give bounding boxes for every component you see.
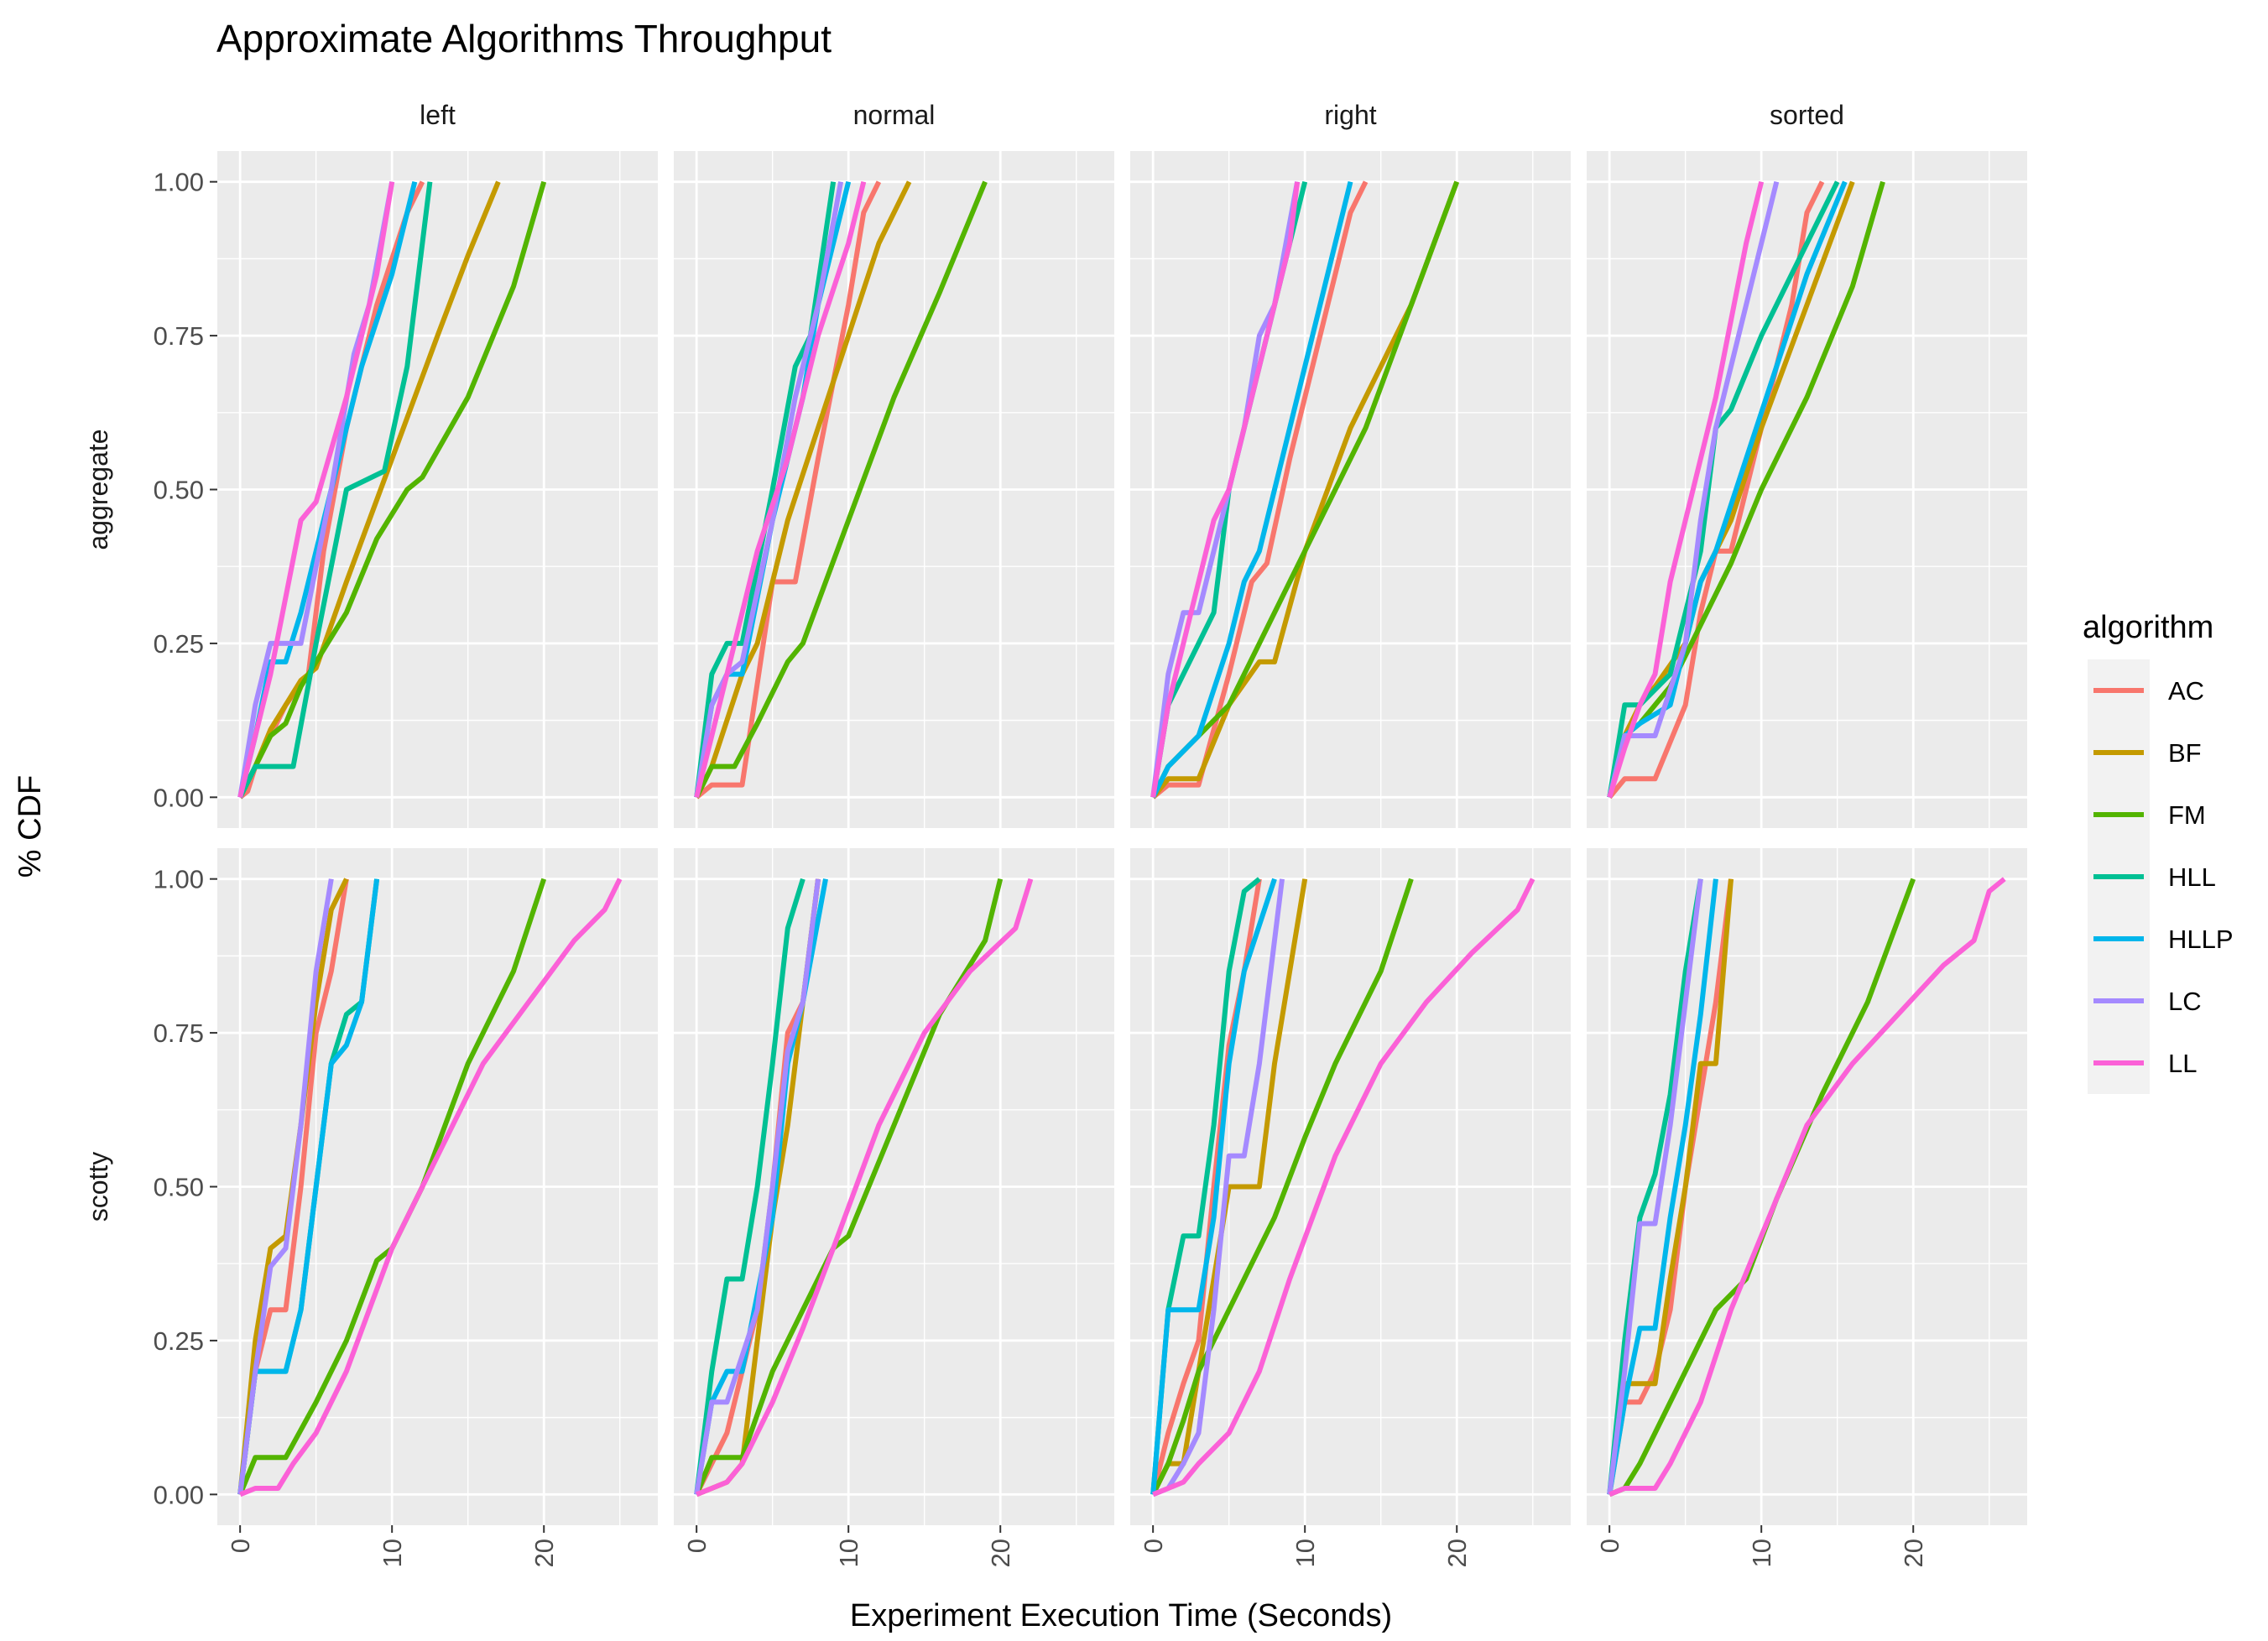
series-line-LL [1150,181,1301,798]
panel-scotty-right [1130,848,1571,1525]
strip-label-normal: normal [853,100,936,130]
series-line-BF [1150,180,1460,800]
series-line-LC [694,878,821,1495]
legend-items: AC BF FM HLL HLLP LC LL [2088,659,2234,1094]
facet-strips: left normal right sorted aggregate scotty [83,100,1844,1222]
panel-aggregate-left [217,151,658,828]
series-line-LL [237,181,395,799]
legend-label: AC [2168,676,2204,706]
series-line-HLLP [237,878,380,1495]
panel-scotty-left [217,848,658,1525]
legend-item-BF: BF [2088,722,2202,784]
y-axis-title: % CDF [13,775,48,878]
series-line-FM [1150,878,1414,1496]
strip-label-right: right [1324,100,1376,130]
row-label-aggregate: aggregate [83,429,113,550]
y-tick-label: 0.75 [154,1018,204,1048]
legend-item-LL: LL [2088,1032,2197,1094]
y-tick-label: 1.00 [154,168,204,197]
panel-aggregate-right [1130,151,1571,828]
y-axis-ticks: 0.00 0.25 0.50 0.75 1.00 0.00 0.25 0.50 0.75 1.00 [154,168,217,1509]
legend-item-HLLP: HLLP [2088,908,2234,970]
y-tick-label: 0.25 [154,629,204,659]
legend-item-HLL: HLL [2088,846,2216,908]
x-tick-label: 20 [986,1539,1015,1567]
series-line-LL [1152,878,1535,1498]
legend-label: FM [2168,800,2206,830]
x-tick-label: 10 [834,1539,863,1567]
x-tick-label: 10 [378,1539,407,1567]
series-line-LL [239,878,623,1498]
y-tick-label: 0.75 [154,321,204,351]
series-line-HLL [694,878,806,1495]
strip-label-sorted: sorted [1770,100,1844,130]
series-line-FM [237,180,547,799]
x-tick-label: 10 [1747,1539,1776,1567]
series-line-LL [1608,877,2006,1498]
series-line-HLLP [1150,878,1277,1495]
series-line-LC [237,878,334,1495]
facet-panels [217,151,2027,1525]
x-axis-ticks: 0 10 20 0 10 20 0 10 20 0 10 20 [226,1525,1928,1567]
series-line-AC [1151,180,1369,800]
x-tick-label: 0 [682,1539,712,1553]
series-line-LL [696,878,1034,1498]
series-line-LC [694,181,844,798]
series-line-AC [1607,878,1734,1495]
series-line-HLL [1150,877,1261,1495]
panel-scotty-normal [674,848,1114,1525]
series-line-BF [1150,878,1308,1496]
legend-label: HLLP [2168,925,2234,954]
x-axis-title: Experiment Execution Time (Seconds) [850,1598,1392,1633]
y-tick-label: 0.25 [154,1326,204,1356]
y-tick-label: 0.00 [154,1480,204,1509]
series-line-AC [695,180,882,800]
legend: algorithm AC BF FM HLL HLLP LC LL [2083,610,2234,1094]
legend-item-AC: AC [2088,659,2204,722]
series-line-LL [1607,180,1765,799]
x-tick-label: 20 [1442,1539,1472,1567]
legend-label: LL [2168,1049,2197,1078]
y-tick-label: 0.00 [154,783,204,812]
panel-scotty-sorted [1587,848,2027,1525]
legend-label: HLL [2168,862,2216,892]
series-line-FM [1608,878,1916,1498]
x-tick-label: 0 [1595,1539,1624,1553]
y-tick-label: 1.00 [154,865,204,894]
x-tick-label: 0 [226,1539,255,1553]
series-line-FM [237,878,547,1496]
series-line-HLL [237,181,433,799]
series-line-LL [694,180,867,799]
y-tick-label: 0.50 [154,1173,204,1202]
x-tick-label: 20 [1899,1539,1928,1567]
legend-label: LC [2168,987,2202,1016]
series-line-FM [694,180,988,799]
x-tick-label: 20 [529,1539,559,1567]
series-line-HLLP [1150,180,1353,799]
legend-title: algorithm [2083,610,2213,645]
legend-item-LC: LC [2088,970,2202,1032]
panel-aggregate-normal [674,151,1114,828]
series-line-HLLP [1607,878,1718,1495]
legend-item-FM: FM [2088,784,2206,846]
x-tick-label: 10 [1290,1539,1320,1567]
strip-label-left: left [420,100,456,130]
series-line-LC [1152,878,1285,1498]
series-line-LC [1607,878,1703,1495]
chart-title: Approximate Algorithms Throughput [216,17,832,60]
series-line-HLL [1607,878,1703,1495]
x-tick-label: 0 [1139,1539,1168,1553]
series-line-BF [694,180,912,799]
y-tick-label: 0.50 [154,476,204,505]
legend-label: BF [2168,738,2202,768]
row-label-scotty: scotty [83,1152,113,1222]
panel-aggregate-sorted [1587,151,2027,828]
